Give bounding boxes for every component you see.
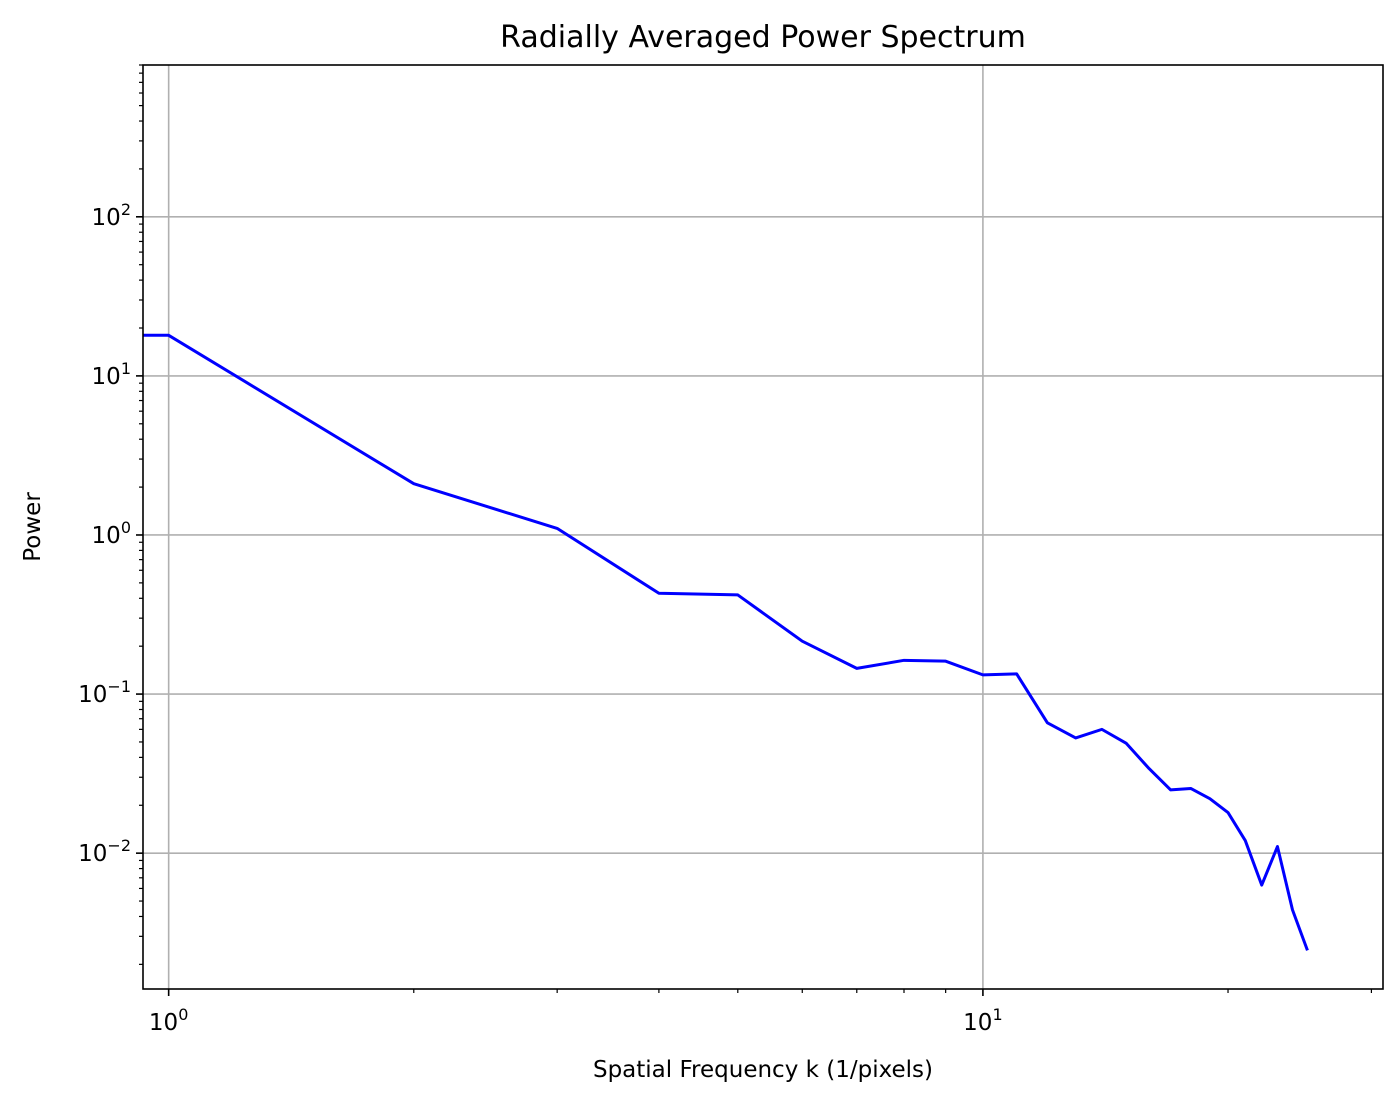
plot-area-background bbox=[143, 65, 1383, 989]
series bbox=[143, 333, 1309, 951]
x-tick-label: 101 bbox=[963, 1005, 1002, 1036]
y-tick-label: 10−2 bbox=[78, 836, 131, 867]
y-tick-label: 10−1 bbox=[78, 677, 131, 708]
series-line bbox=[143, 333, 1309, 951]
chart-title: Radially Averaged Power Spectrum bbox=[500, 20, 1026, 55]
y-tick-label: 100 bbox=[92, 518, 131, 549]
plot-frame bbox=[142, 64, 1384, 990]
tick-labels: 100 101 10−2 10−1 100 101 102 bbox=[78, 200, 1003, 1036]
major-ticks bbox=[136, 216, 984, 996]
y-axis-label: Power bbox=[20, 492, 46, 562]
grid bbox=[143, 65, 1383, 989]
y-tick-label: 101 bbox=[92, 359, 131, 390]
x-tick-label: 100 bbox=[149, 1005, 188, 1036]
y-tick-label: 102 bbox=[92, 200, 131, 231]
x-axis-label: Spatial Frequency k (1/pixels) bbox=[593, 1057, 933, 1083]
